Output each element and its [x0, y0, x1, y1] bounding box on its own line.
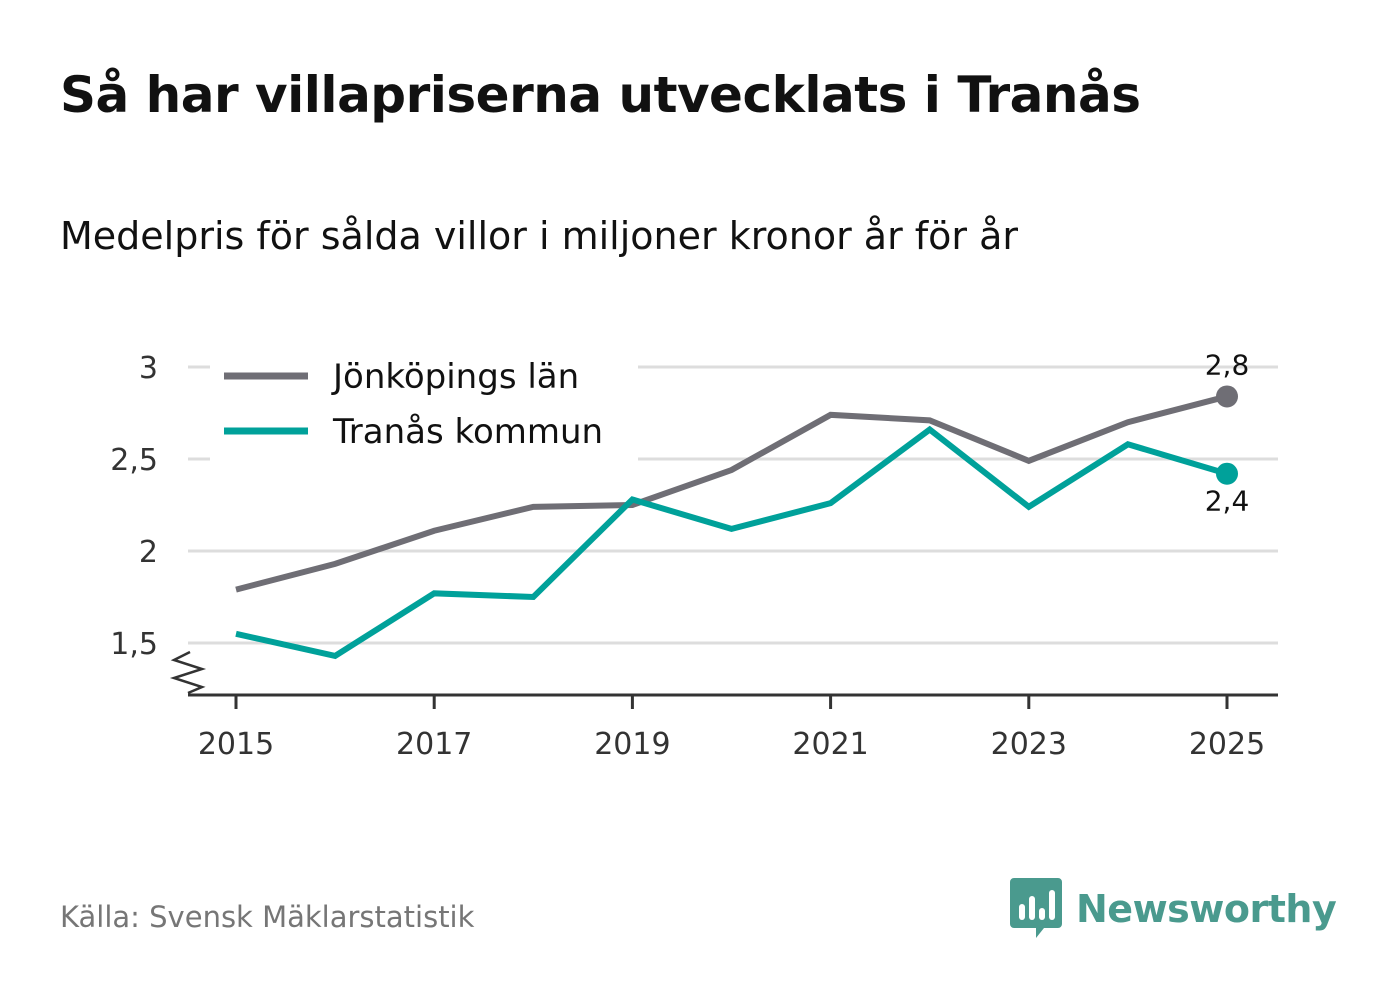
- end-value-label: 2,4: [1205, 485, 1250, 518]
- newsworthy-logo-icon: [1010, 878, 1062, 938]
- x-tick-label: 2019: [594, 727, 670, 762]
- axes: 1,5 2 2,5 3 2015 2017 2019 2021 2023 2025: [110, 351, 1278, 762]
- legend-label: Tranås kommun: [332, 412, 603, 452]
- y-tick-label: 2: [139, 535, 158, 570]
- x-tick-label: 2025: [1189, 727, 1265, 762]
- x-tick-label: 2017: [396, 727, 472, 762]
- legend-background: [210, 350, 638, 462]
- y-tick-label: 3: [139, 351, 158, 386]
- newsworthy-logo: Newsworthy: [1010, 878, 1337, 940]
- x-tick-label: 2015: [198, 727, 274, 762]
- newsworthy-logo-text: Newsworthy: [1076, 887, 1337, 931]
- end-point-marker: [1216, 385, 1238, 408]
- legend: Jönköpings län Tranås kommun: [210, 350, 638, 462]
- data-labels: 2,8 2,4: [1205, 348, 1250, 517]
- source-note: Källa: Svensk Mäklarstatistik: [60, 900, 475, 934]
- end-point-marker: [1216, 462, 1238, 485]
- series-line-tranas-kommun: [235, 425, 1228, 660]
- y-tick-label: 2,5: [110, 443, 158, 478]
- x-tick-label: 2023: [991, 727, 1067, 762]
- chart-subtitle: Medelpris för sålda villor i miljoner kr…: [60, 214, 1019, 258]
- y-tick-label: 1,5: [110, 627, 158, 662]
- series-line-jonkopings-lan: [235, 393, 1228, 593]
- series-lines: [235, 385, 1238, 660]
- legend-label: Jönköpings län: [331, 357, 579, 397]
- chart-title: Så har villapriserna utvecklats i Tranås: [60, 66, 1141, 124]
- axis-break-icon: [169, 650, 207, 695]
- x-tick-label: 2021: [792, 727, 868, 762]
- end-value-label: 2,8: [1205, 348, 1250, 381]
